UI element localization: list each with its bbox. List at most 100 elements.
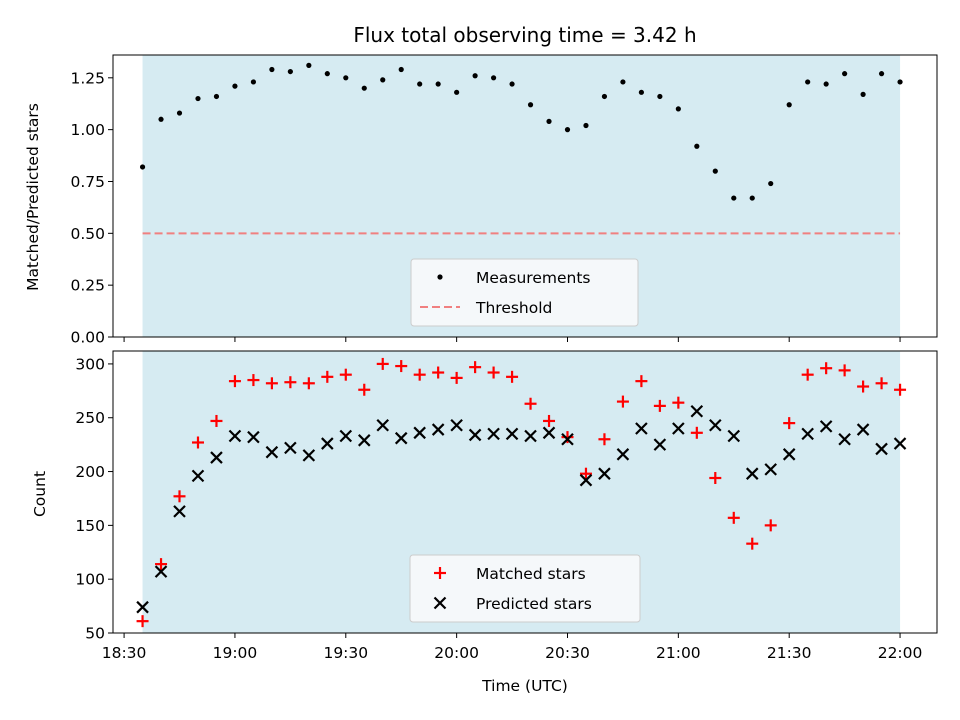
matched-star-point bbox=[561, 431, 574, 444]
cross-stroke bbox=[653, 438, 667, 451]
matched-star-point bbox=[709, 472, 722, 485]
predicted-star-point bbox=[450, 418, 463, 432]
matched-star-point bbox=[672, 396, 685, 409]
predicted-star-point bbox=[819, 420, 833, 433]
cross-stroke bbox=[339, 429, 353, 443]
predicted-star-point bbox=[542, 426, 556, 440]
predicted-star-point bbox=[801, 427, 814, 441]
predicted-star-point bbox=[487, 427, 500, 441]
cross-stroke bbox=[542, 426, 556, 440]
cross-stroke bbox=[709, 418, 722, 432]
predicted-star-point bbox=[598, 467, 611, 480]
measurement-point bbox=[694, 143, 700, 149]
predicted-star-point bbox=[228, 429, 242, 443]
predicted-star-point bbox=[302, 449, 316, 462]
legend-label-matched: Matched stars bbox=[476, 565, 586, 583]
measurement-point bbox=[490, 75, 497, 81]
chart-title: Flux total observing time = 3.42 h bbox=[353, 23, 696, 47]
measurement-point bbox=[195, 95, 201, 102]
cross-stroke bbox=[616, 448, 630, 461]
top-y-axis-label: Matched/Predicted stars bbox=[24, 103, 42, 291]
predicted-star-point bbox=[764, 463, 777, 476]
cross-stroke bbox=[433, 596, 447, 610]
predicted-star-point bbox=[561, 432, 574, 446]
matched-star-point bbox=[894, 383, 907, 396]
measurement-point bbox=[472, 73, 478, 79]
top-legend: Measurements Threshold bbox=[410, 258, 639, 327]
predicted-star-point bbox=[524, 429, 537, 443]
matched-star-point bbox=[469, 361, 482, 374]
cross-stroke bbox=[173, 505, 186, 518]
measurement-point bbox=[269, 66, 275, 73]
matched-star-point bbox=[653, 399, 666, 412]
predicted-star-point bbox=[265, 445, 279, 459]
measurement-point bbox=[731, 195, 737, 201]
legend-box bbox=[410, 258, 639, 327]
predicted-star-point bbox=[709, 418, 722, 432]
cross-stroke bbox=[819, 420, 833, 433]
matched-star-point bbox=[598, 433, 611, 446]
matched-star-point bbox=[820, 362, 833, 375]
predicted-star-point bbox=[745, 467, 759, 480]
cross-stroke bbox=[561, 432, 574, 446]
y-tick-label: 300 bbox=[75, 355, 105, 373]
cross-stroke bbox=[136, 600, 149, 614]
cross-stroke bbox=[893, 437, 907, 450]
cross-stroke bbox=[727, 429, 741, 443]
measurement-point bbox=[897, 79, 903, 85]
matched-star-point bbox=[173, 490, 186, 503]
matched-star-point bbox=[284, 376, 297, 389]
measurement-point bbox=[823, 81, 829, 87]
measurement-point bbox=[805, 79, 811, 85]
matched-star-point bbox=[265, 377, 278, 390]
cross-stroke bbox=[690, 404, 704, 418]
predicted-star-point bbox=[357, 434, 371, 447]
cross-stroke bbox=[265, 445, 279, 459]
measurement-point bbox=[712, 168, 718, 174]
matched-star-point bbox=[838, 364, 851, 377]
cross-stroke bbox=[635, 422, 648, 435]
legend-marker-predicted bbox=[433, 596, 447, 610]
matched-star-point bbox=[857, 380, 870, 393]
predicted-star-point bbox=[247, 430, 260, 444]
predicted-star-point bbox=[431, 423, 445, 436]
y-tick-label: 150 bbox=[75, 517, 105, 535]
matched-star-point bbox=[191, 436, 204, 449]
cross-stroke bbox=[505, 427, 519, 441]
cross-stroke bbox=[376, 418, 390, 432]
y-tick-label: 50 bbox=[85, 625, 105, 643]
predicted-star-point bbox=[635, 422, 648, 435]
matched-star-point bbox=[635, 375, 648, 388]
measurement-point bbox=[786, 102, 792, 108]
cross-stroke bbox=[598, 467, 611, 480]
matched-star-point bbox=[801, 368, 814, 381]
measurement-point bbox=[583, 122, 589, 129]
measurement-point bbox=[176, 110, 183, 116]
cross-stroke bbox=[875, 442, 888, 456]
bottom-axes-frame bbox=[112, 350, 938, 634]
matched-star-point bbox=[690, 426, 703, 439]
predicted-star-point bbox=[893, 437, 907, 450]
cross-stroke bbox=[191, 469, 205, 483]
predicted-star-point bbox=[321, 437, 334, 450]
predicted-star-point bbox=[413, 426, 426, 440]
measurement-point bbox=[454, 89, 460, 95]
measurement-point bbox=[398, 66, 404, 73]
cross-stroke bbox=[154, 565, 168, 578]
measurement-point bbox=[232, 83, 238, 89]
matched-star-point bbox=[746, 537, 759, 550]
measurement-point bbox=[675, 106, 681, 112]
matched-star-point bbox=[450, 371, 463, 384]
matched-star-point bbox=[376, 357, 389, 370]
measurement-point bbox=[343, 75, 349, 81]
legend-label-threshold: Threshold bbox=[475, 299, 552, 317]
predicted-star-point bbox=[875, 442, 888, 456]
measurement-point bbox=[435, 81, 441, 87]
y-tick-label: 1.00 bbox=[70, 121, 105, 139]
matched-star-point bbox=[247, 374, 260, 387]
cross-stroke bbox=[579, 473, 593, 487]
cross-stroke bbox=[394, 431, 408, 445]
predicted-star-point bbox=[191, 469, 205, 483]
x-tick-label: 19:00 bbox=[213, 644, 258, 662]
